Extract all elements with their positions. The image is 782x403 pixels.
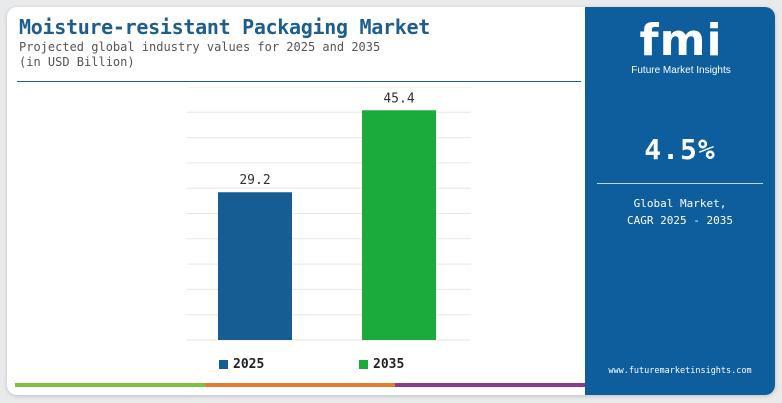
fmi-logo: fmi Future Market Insights — [613, 15, 749, 77]
legend-item-2035: 2035 — [359, 357, 404, 372]
report-card: Moisture-resistant Packaging Market Proj… — [7, 7, 775, 395]
panel-divider — [597, 183, 763, 184]
legend-item-2025: 2025 — [219, 357, 264, 372]
legend-swatch-2025 — [219, 360, 228, 369]
bottom-bar-purple — [395, 383, 585, 387]
bottom-bar-green — [15, 383, 205, 387]
data-label-2035: 45.4 — [383, 91, 414, 106]
subtitle-line-2: (in USD Billion) — [19, 55, 135, 69]
website-link[interactable]: www.futuremarketinsights.com — [608, 366, 752, 376]
bar-2035 — [362, 110, 436, 340]
legend-label-2035: 2035 — [373, 357, 405, 372]
subtitle-line-1: Projected global industry values for 202… — [19, 40, 381, 54]
bottom-bar-orange — [205, 383, 395, 387]
data-label-2025: 29.2 — [239, 173, 270, 188]
bar-chart: 29.2 45.4 — [187, 87, 471, 341]
logo-mark: fmi — [639, 15, 723, 66]
legend-label-2025: 2025 — [233, 357, 265, 372]
bottom-color-bar — [15, 383, 585, 387]
cagr-label-line-1: Global Market, — [633, 197, 727, 210]
cagr-label-line-2: CAGR 2025 - 2035 — [627, 214, 733, 227]
chart-subtitle: Projected global industry values for 202… — [19, 40, 380, 70]
header-divider — [17, 81, 581, 82]
logo-text: Future Market Insights — [631, 65, 731, 76]
cagr-value: 4.5% — [644, 133, 716, 166]
bar-2025 — [218, 192, 292, 340]
chart-title: Moisture-resistant Packaging Market — [19, 15, 430, 39]
cagr-label: Global Market, CAGR 2025 - 2035 — [585, 195, 775, 229]
legend-swatch-2035 — [359, 360, 368, 369]
summary-panel: fmi Future Market Insights 4.5% Global M… — [585, 7, 775, 395]
